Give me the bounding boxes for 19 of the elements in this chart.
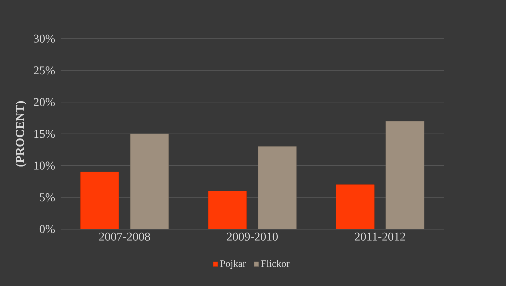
y-axis-title: (PROCENT) [16,101,27,167]
bar [208,191,248,230]
y-tick-label: 20% [34,98,56,106]
y-tick-label: 5% [40,194,56,202]
bar [130,134,170,230]
bar [258,146,297,230]
bar [386,121,425,230]
x-tick-label: 2007-2008 [99,232,150,241]
y-tick-label: 10% [34,162,56,170]
bar [336,184,375,230]
y-tick-label: 30% [34,34,56,43]
x-tick-label: 2009-2010 [227,232,278,241]
bar [80,172,120,230]
y-tick-label: 25% [34,66,56,75]
y-tick-label: 0% [40,225,56,234]
x-tick-label: 2011-2012 [355,232,406,241]
legend-label: Pojkar [220,260,246,270]
legend-label: Flickor [261,260,290,268]
y-tick-label: 15% [34,130,56,138]
